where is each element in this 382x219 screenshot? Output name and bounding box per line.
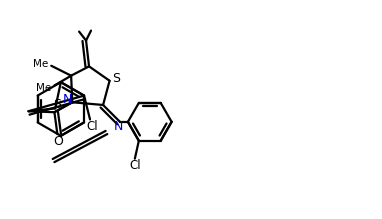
Text: O: O [53,134,63,148]
Text: Cl: Cl [129,159,141,172]
Text: Me: Me [33,59,48,69]
Text: Me: Me [36,83,51,93]
Text: S: S [53,98,61,111]
Text: Cl: Cl [86,120,98,133]
Text: N: N [113,120,123,133]
Text: S: S [113,72,121,85]
Text: N: N [63,93,72,106]
